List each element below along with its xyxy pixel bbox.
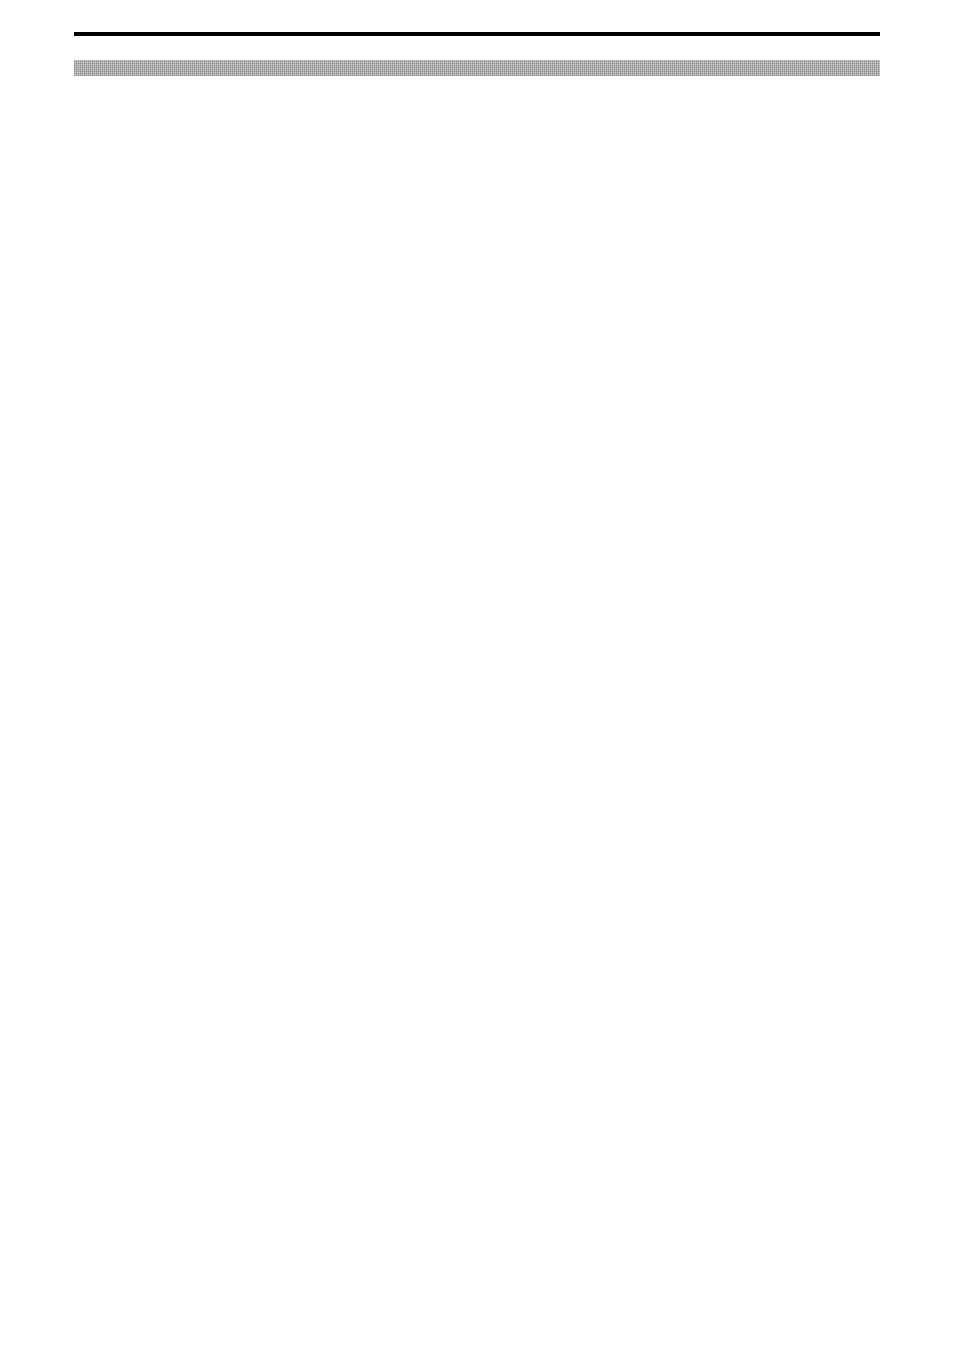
page-title-bar [74,60,880,76]
diagram-svg [74,104,880,464]
rear-panel-diagram [74,104,880,469]
section-header [74,32,880,36]
